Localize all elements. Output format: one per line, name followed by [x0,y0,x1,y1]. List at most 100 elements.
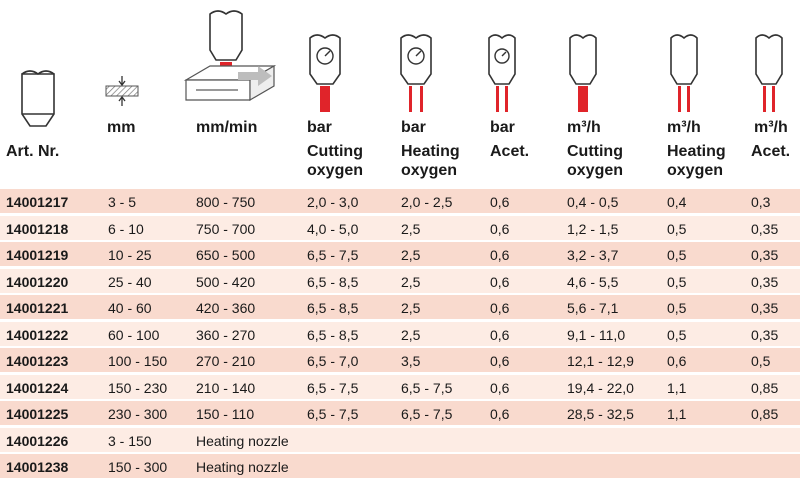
cell-heating-oxygen-flow: 0,5 [667,274,687,290]
nozzle-icon [21,70,55,127]
cell-acetylene-pressure: 0,6 [490,221,510,237]
cell-cutting-speed: 800 - 750 [196,194,256,210]
cell-cutting-oxygen-flow: 12,1 - 12,9 [567,353,634,369]
cell-cutting-speed: 500 - 420 [196,274,256,290]
cutting-oxygen-pressure-icon [309,34,341,112]
header-bar-heating-label: Heating [401,143,460,160]
cell-acetylene-pressure: 0,6 [490,247,510,263]
cell-cutting-oxygen-flow: 9,1 - 11,0 [567,327,626,343]
cell-cutting-oxygen-pressure: 2,0 - 3,0 [307,194,359,210]
cell-cutting-speed: 210 - 140 [196,380,256,396]
cell-acetylene-pressure: 0,6 [490,406,510,422]
cell-cutting-speed: 360 - 270 [196,327,256,343]
cell-acetylene-pressure: 0,6 [490,274,510,290]
cell-heating-oxygen-pressure: 2,5 [401,327,421,343]
cell-heating-oxygen-pressure: 2,5 [401,300,421,316]
cell-acetylene-flow: 0,85 [751,406,779,422]
header-bar-acet-unit: bar [490,119,515,136]
cell-heating-oxygen-pressure: 2,5 [401,221,421,237]
cell-acetylene-flow: 0,85 [751,380,779,396]
header-flow-acet-unit: m³/h [754,119,788,136]
cell-art-nr: 14001224 [6,380,69,396]
cell-cutting-speed: 650 - 500 [196,247,256,263]
cell-thickness: 100 - 150 [108,353,168,369]
table-row: 14001219 10 - 25 650 - 500 6,5 - 7,5 2,5 0,6 3… [0,242,800,266]
cell-thickness: 150 - 230 [108,380,168,396]
cell-heating-oxygen-flow: 1,1 [667,406,687,422]
header-bar-cutting-label-2: oxygen [307,162,364,179]
cell-thickness: 230 - 300 [108,406,168,422]
table-row: 14001226 3 - 150 Heating nozzle [0,428,800,452]
table-row: 14001217 3 - 5 800 - 750 2,0 - 3,0 2,0 - 2,5… [0,189,800,213]
cell-cutting-oxygen-pressure: 6,5 - 7,5 [307,247,359,263]
cell-cutting-oxygen-flow: 4,6 - 5,5 [567,274,619,290]
header-bar-heating-label-2: oxygen [401,162,458,179]
cell-acetylene-flow: 0,35 [751,221,779,237]
header-flow-heating-unit: m³/h [667,119,701,136]
cell-cutting-oxygen-pressure: 6,5 - 7,0 [307,353,359,369]
header-bar-acet-label: Acet. [490,143,530,160]
cell-cutting-oxygen-pressure: 6,5 - 8,5 [307,327,359,343]
cell-acetylene-flow: 0,35 [751,327,779,343]
cell-heating-oxygen-pressure: 6,5 - 7,5 [401,406,453,422]
cell-thickness: 150 - 300 [108,459,168,475]
cell-acetylene-pressure: 0,6 [490,353,510,369]
cell-cutting-speed: 150 - 110 [196,406,255,422]
cell-art-nr: 14001217 [6,194,69,210]
table-row: 14001221 40 - 60 420 - 360 6,5 - 8,5 2,5 0,6 5… [0,295,800,319]
header-flow-cutting-label: Cutting [567,143,623,160]
cell-heating-oxygen-flow: 0,5 [667,327,687,343]
header-mm: mm [107,119,136,136]
header-art-nr: Art. Nr. [6,143,60,160]
header-flow-heating-label-2: oxygen [667,162,724,179]
cell-cutting-oxygen-pressure: 6,5 - 7,5 [307,380,359,396]
acetylene-pressure-icon [488,34,516,112]
cell-acetylene-pressure: 0,6 [490,300,510,316]
cell-cutting-oxygen-flow: 1,2 - 1,5 [567,221,619,237]
thickness-icon [105,76,139,106]
cell-acetylene-pressure: 0,6 [490,327,510,343]
cell-art-nr: 14001221 [6,300,69,316]
cell-heating-oxygen-flow: 0,6 [667,353,687,369]
cell-cutting-speed: Heating nozzle [196,459,289,475]
cell-acetylene-pressure: 0,6 [490,194,510,210]
cell-thickness: 6 - 10 [108,221,144,237]
cell-art-nr: 14001220 [6,274,69,290]
cutting-oxygen-flow-icon [569,34,597,112]
cell-thickness: 40 - 60 [108,300,152,316]
cell-heating-oxygen-flow: 0,5 [667,221,687,237]
cell-heating-oxygen-flow: 0,4 [667,194,687,210]
heating-oxygen-flow-icon [670,34,698,112]
cell-heating-oxygen-pressure: 6,5 - 7,5 [401,380,453,396]
heating-oxygen-pressure-icon [400,34,432,112]
cell-art-nr: 14001226 [6,433,69,449]
cell-heating-oxygen-flow: 1,1 [667,380,687,396]
cell-cutting-oxygen-pressure: 6,5 - 8,5 [307,300,359,316]
cell-cutting-speed: 750 - 700 [196,221,256,237]
cell-heating-oxygen-pressure: 2,0 - 2,5 [401,194,453,210]
table-row: 14001225 230 - 300 150 - 110 6,5 - 7,5 6,5 -… [0,401,800,425]
cell-cutting-speed: Heating nozzle [196,433,289,449]
cutting-speed-icon [183,10,276,102]
table-row: 14001218 6 - 10 750 - 700 4,0 - 5,0 2,5 0,6 1,… [0,216,800,240]
header-flow-acet-label: Acet. [751,143,791,160]
cell-cutting-oxygen-flow: 5,6 - 7,1 [567,300,619,316]
header-flow-cutting-label-2: oxygen [567,162,624,179]
cell-heating-oxygen-flow: 0,5 [667,300,687,316]
cell-cutting-oxygen-pressure: 4,0 - 5,0 [307,221,359,237]
cell-art-nr: 14001225 [6,406,69,422]
cell-thickness: 25 - 40 [108,274,152,290]
cell-heating-oxygen-pressure: 3,5 [401,353,421,369]
table-header: Art. Nr. mm mm/min bar Cutting oxygen [0,0,800,186]
cell-cutting-oxygen-flow: 0,4 - 0,5 [567,194,619,210]
cell-cutting-oxygen-flow: 19,4 - 22,0 [567,380,634,396]
cell-cutting-speed: 270 - 210 [196,353,256,369]
cell-acetylene-flow: 0,3 [751,194,771,210]
cell-acetylene-flow: 0,5 [751,353,771,369]
cell-heating-oxygen-pressure: 2,5 [401,247,421,263]
cell-thickness: 10 - 25 [108,247,152,263]
cell-art-nr: 14001222 [6,327,69,343]
cell-heating-oxygen-flow: 0,5 [667,247,687,263]
cell-art-nr: 14001223 [6,353,69,369]
cell-art-nr: 14001219 [6,247,69,263]
